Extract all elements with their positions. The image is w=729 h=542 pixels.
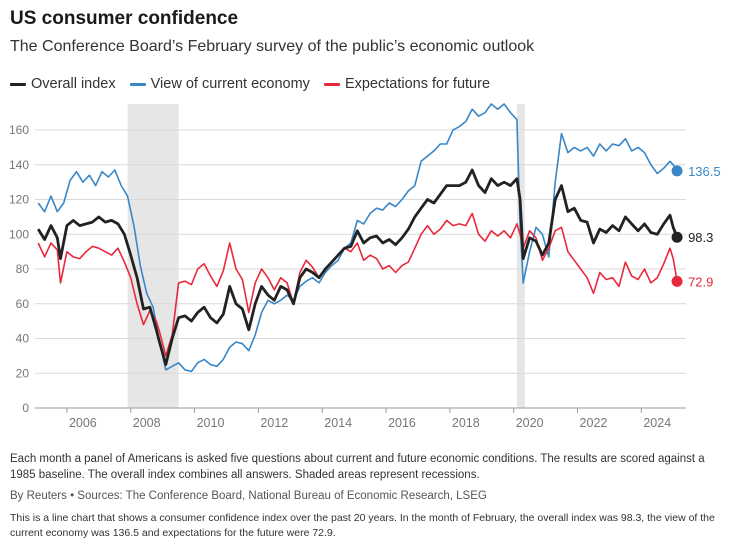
x-tick-label-2008: 2008 (133, 416, 161, 430)
x-tick-label-2022: 2022 (580, 416, 608, 430)
chart-title: US consumer confidence (10, 8, 239, 29)
recession-band-2 (516, 104, 525, 408)
y-tick-label-0: 0 (22, 401, 29, 415)
legend-item-current: View of current economy (129, 76, 310, 92)
chart-subtitle: The Conference Board’s February survey o… (10, 38, 535, 55)
x-tick-label-2010: 2010 (197, 416, 225, 430)
end-point-overall (671, 231, 683, 243)
y-tick-label-20: 20 (16, 366, 30, 380)
y-tick-label-140: 140 (9, 158, 29, 172)
chart-description: This is a line chart that shows a consum… (10, 512, 715, 539)
legend-item-overall: Overall index (10, 76, 116, 92)
legend-item-future: Expectations for future (323, 76, 491, 92)
series-line-overall (37, 168, 679, 367)
end-label-future: 72.9 (688, 274, 713, 289)
legend-label-overall: Overall index (31, 76, 116, 92)
chart-legend: Overall index View of current economy Ex… (10, 76, 490, 92)
x-tick-label-2024: 2024 (643, 416, 671, 430)
x-tick-label-2016: 2016 (388, 416, 416, 430)
end-label-current: 136.5 (688, 164, 721, 179)
y-tick-label-80: 80 (16, 262, 30, 276)
x-tick-label-2018: 2018 (452, 416, 480, 430)
line-chart: 0 20 40 60 80 100 120 140 160 2006 2008 2010 2012 201… (9, 103, 721, 430)
end-label-overall: 98.3 (688, 230, 713, 245)
chart-source: By Reuters • Sources: The Conference Boa… (10, 490, 487, 502)
x-tick-label-2020: 2020 (516, 416, 544, 430)
x-tick-label-2012: 2012 (260, 416, 288, 430)
series-line-future (37, 212, 678, 357)
x-tick-label-2014: 2014 (324, 416, 352, 430)
y-tick-label-40: 40 (16, 332, 30, 346)
legend-swatch-current (129, 82, 146, 86)
chart-footnote: Each month a panel of Americans is asked… (10, 453, 705, 481)
y-tick-label-60: 60 (16, 297, 30, 311)
recession-band-1 (127, 104, 179, 408)
y-tick-label-160: 160 (9, 123, 29, 137)
legend-swatch-future (323, 82, 340, 86)
y-tick-label-100: 100 (9, 227, 29, 241)
series-line-current (37, 103, 678, 373)
end-point-future (671, 275, 683, 287)
y-tick-label-120: 120 (9, 193, 29, 207)
end-point-current (671, 165, 683, 177)
legend-label-future: Expectations for future (344, 76, 491, 92)
legend-label-current: View of current economy (150, 76, 310, 92)
legend-swatch-overall (10, 82, 26, 86)
x-tick-label-2006: 2006 (69, 416, 97, 430)
